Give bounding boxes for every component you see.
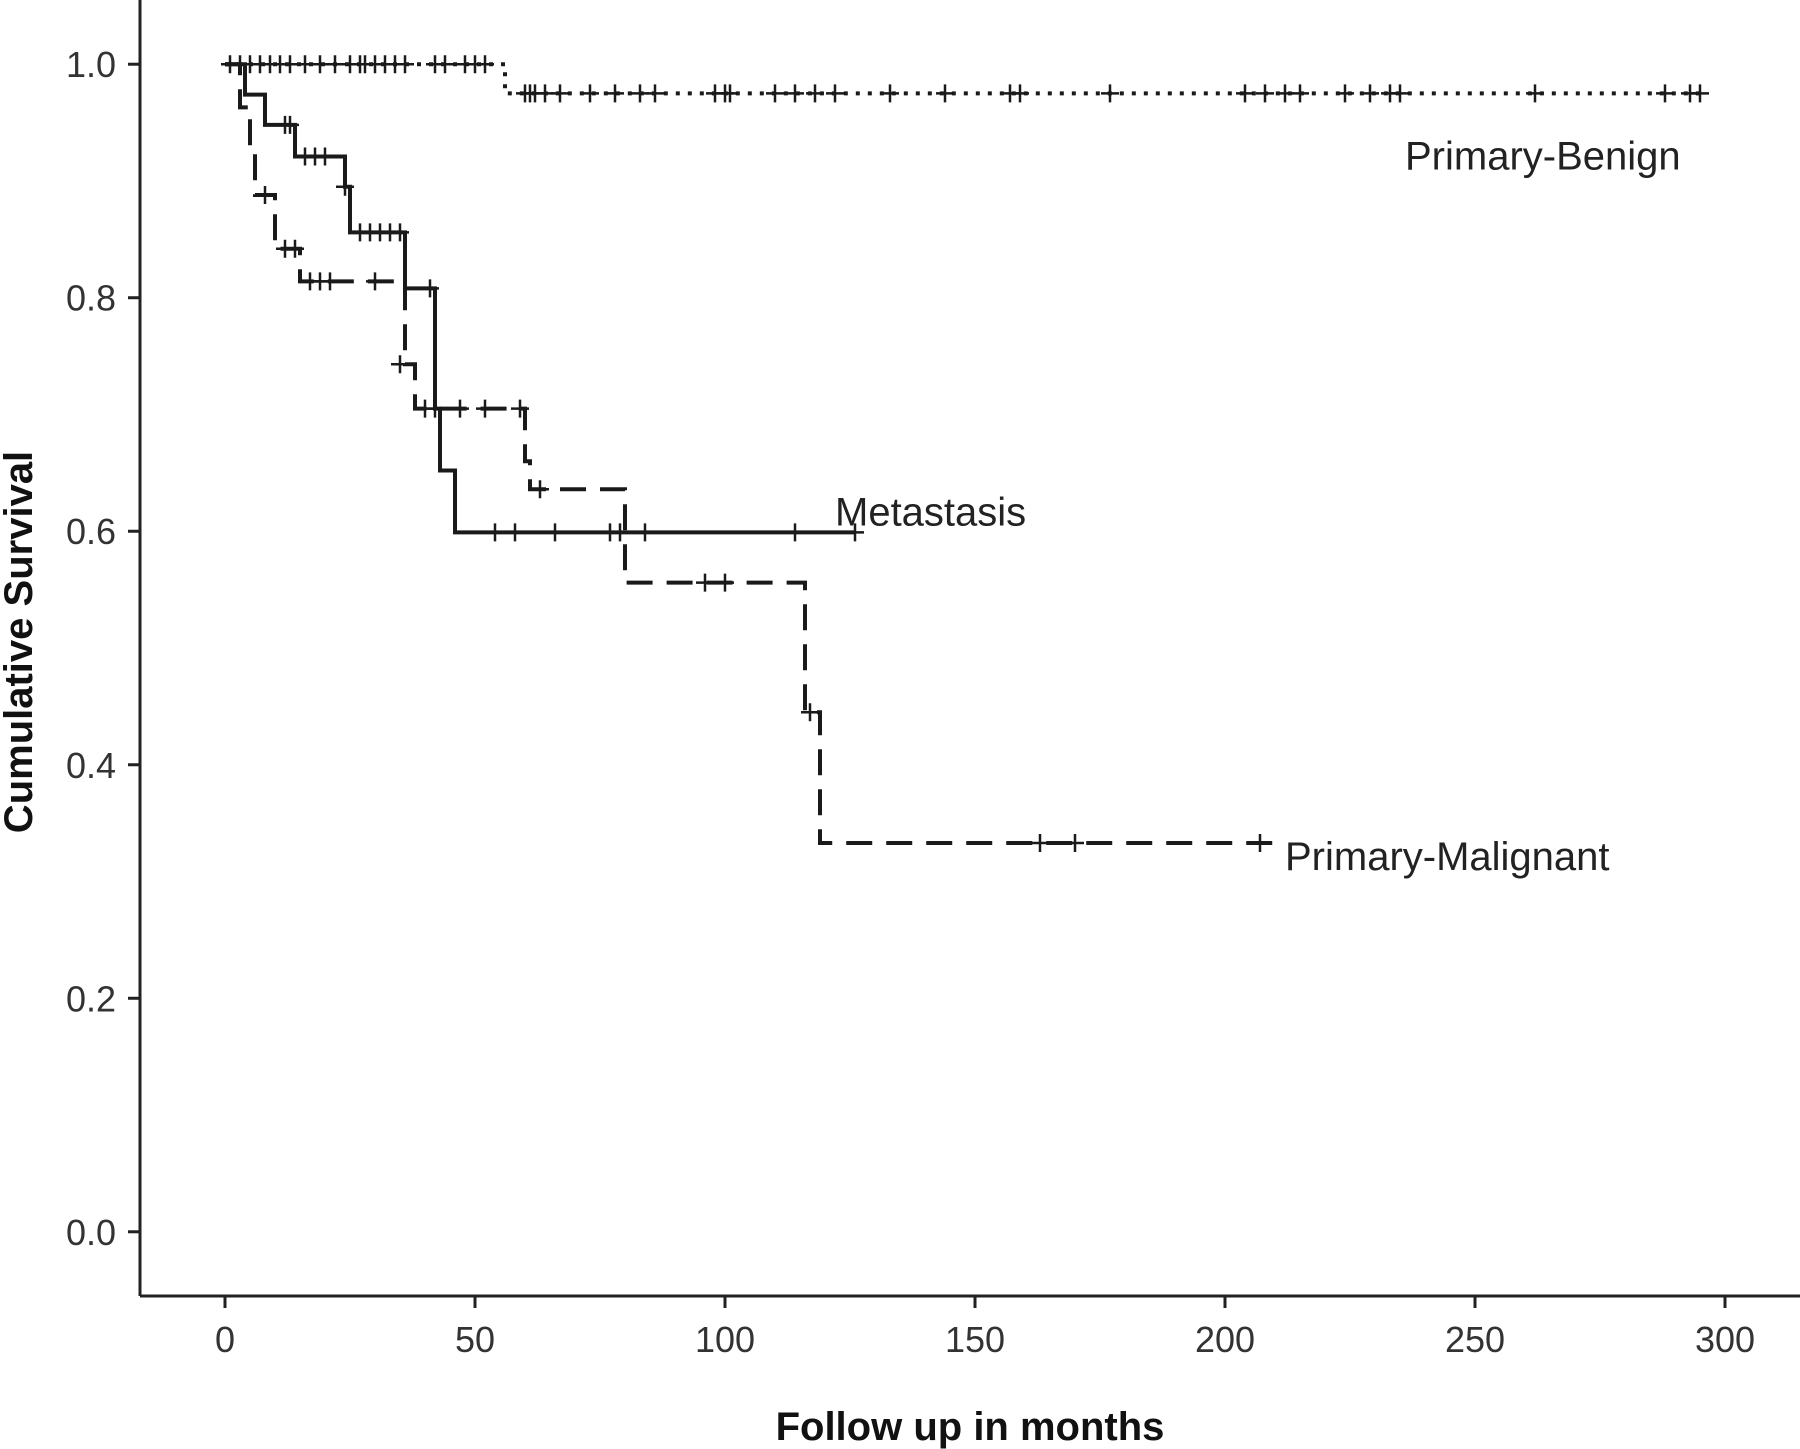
y-axis: 0.0 0.2 0.4 0.6 0.8 1.0 xyxy=(66,0,142,1296)
censor-mark xyxy=(846,523,864,542)
censor-mark xyxy=(336,177,354,196)
x-tick-label: 200 xyxy=(1195,1319,1255,1360)
y-tick-label: 0.2 xyxy=(66,978,116,1019)
censor-mark xyxy=(716,573,734,592)
censor-mark xyxy=(286,239,304,258)
censor-mark xyxy=(426,399,444,418)
censor-mark xyxy=(316,147,334,166)
censor-mark xyxy=(801,703,819,722)
censor-mark xyxy=(1391,84,1409,103)
censor-mark xyxy=(721,84,739,103)
censor-mark xyxy=(786,523,804,542)
series-layer: Primary-Benign Metastasis Primary-Malignan… xyxy=(221,55,1709,879)
censor-mark xyxy=(1256,84,1274,103)
censor-mark xyxy=(1291,84,1309,103)
censor-mark xyxy=(1691,84,1709,103)
censor-mark xyxy=(1656,84,1674,103)
censor-mark xyxy=(646,84,664,103)
censor-mark xyxy=(476,55,494,74)
censor-mark xyxy=(486,523,504,542)
series-primary-malignant: Primary-Malignant xyxy=(225,62,1610,879)
censor-mark xyxy=(281,115,299,134)
censor-mark xyxy=(766,84,784,103)
censor-mark xyxy=(826,84,844,103)
censor-mark xyxy=(531,480,549,499)
censor-mark xyxy=(321,272,339,291)
y-tick-label: 0.0 xyxy=(66,1212,116,1253)
censor-mark xyxy=(696,573,714,592)
censor-mark xyxy=(476,399,494,418)
censor-mark xyxy=(581,84,599,103)
censor-mark xyxy=(511,399,529,418)
censor-mark xyxy=(936,84,954,103)
survival-step-line xyxy=(225,62,1275,845)
y-tick-label: 0.6 xyxy=(66,511,116,552)
x-axis-title: Follow up in months xyxy=(776,1405,1165,1449)
x-tick-label: 50 xyxy=(455,1319,495,1360)
censor-mark xyxy=(636,523,654,542)
censor-mark xyxy=(1101,84,1119,103)
series-metastasis: Metastasis xyxy=(225,62,1026,542)
censor-mark xyxy=(1031,833,1049,852)
x-tick-label: 150 xyxy=(945,1319,1005,1360)
series-label: Primary-Benign xyxy=(1405,134,1681,178)
censor-mark xyxy=(551,84,569,103)
censor-mark xyxy=(546,523,564,542)
censor-mark xyxy=(421,279,439,298)
x-tick-label: 300 xyxy=(1695,1319,1755,1360)
series-label: Metastasis xyxy=(835,490,1026,534)
series-primary-benign: Primary-Benign xyxy=(221,55,1709,178)
censor-mark xyxy=(1336,84,1354,103)
censor-mark xyxy=(436,55,454,74)
censor-mark xyxy=(1011,84,1029,103)
censor-mark xyxy=(256,185,274,204)
y-tick-label: 0.8 xyxy=(66,278,116,319)
censor-mark xyxy=(506,523,524,542)
censor-mark xyxy=(391,223,409,242)
survival-step-line xyxy=(225,62,855,535)
y-tick-label: 0.4 xyxy=(66,745,116,786)
censor-mark xyxy=(391,355,409,374)
censor-mark xyxy=(611,523,629,542)
censor-mark xyxy=(881,84,899,103)
censor-mark xyxy=(1361,84,1379,103)
censor-mark xyxy=(806,84,824,103)
censor-mark xyxy=(1066,833,1084,852)
censor-mark xyxy=(1236,84,1254,103)
censor-mark xyxy=(366,272,384,291)
censor-mark xyxy=(606,84,624,103)
censor-mark xyxy=(396,55,414,74)
x-tick-label: 250 xyxy=(1445,1319,1505,1360)
censor-mark xyxy=(451,399,469,418)
y-axis-title: Cumulative Survival xyxy=(0,451,41,833)
x-axis: 0 50 100 150 200 250 300 xyxy=(140,1294,1800,1360)
y-tick-label: 1.0 xyxy=(66,44,116,85)
series-label: Primary-Malignant xyxy=(1285,835,1610,879)
censor-mark xyxy=(1526,84,1544,103)
censor-mark xyxy=(1251,833,1269,852)
x-tick-label: 0 xyxy=(215,1319,235,1360)
censor-mark xyxy=(786,84,804,103)
x-tick-label: 100 xyxy=(695,1319,755,1360)
